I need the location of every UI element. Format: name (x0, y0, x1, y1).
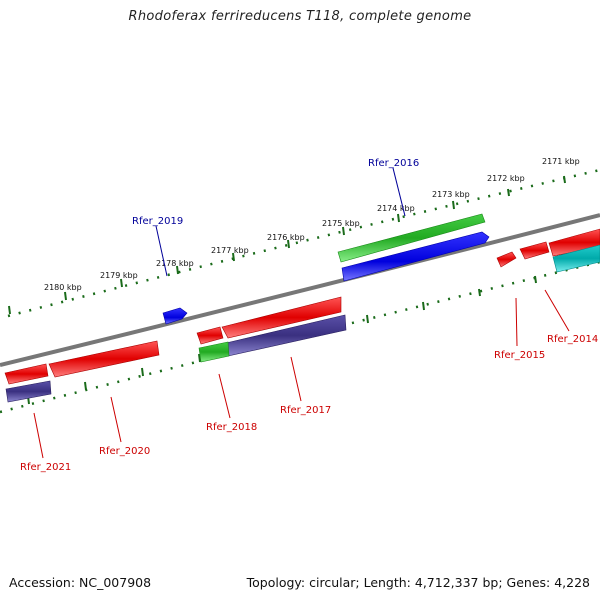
kbp-label: 2175 kbp (322, 219, 360, 228)
gene-label-rfer-2014[interactable]: Rfer_2014 (547, 334, 598, 345)
kbp-label: 2178 kbp (156, 259, 194, 268)
gene-rfer-2016-green[interactable] (337, 213, 486, 263)
kbp-label: 2180 kbp (44, 283, 82, 292)
gene-rfer-2016-blue[interactable] (341, 231, 490, 282)
gene-rfer-2018-green[interactable] (198, 341, 230, 363)
genome-title: Rhodoferax ferrireducens T118, complete … (128, 9, 472, 24)
gene-label-rfer-2015[interactable]: Rfer_2015 (494, 350, 545, 361)
gene-rfer-2021[interactable] (4, 363, 49, 385)
gene-label-rfer-2020[interactable]: Rfer_2020 (99, 446, 150, 457)
kbp-label: 2173 kbp (432, 190, 470, 199)
gene-rfer-2018[interactable] (196, 326, 224, 345)
gene-leader-lines (33, 167, 570, 459)
genome-backbone (0, 213, 600, 367)
gene-label-rfer-2016[interactable]: Rfer_2016 (368, 158, 419, 169)
kbp-label: 2172 kbp (487, 174, 525, 183)
kbp-label: 2176 kbp (267, 233, 305, 242)
accession-text: Accession: NC_007908 (9, 575, 152, 590)
kbp-label: 2177 kbp (211, 246, 249, 255)
top-ruler (7, 168, 600, 318)
kbp-label: 2174 kbp (377, 204, 415, 213)
genome-summary-text: Topology: circular; Length: 4,712,337 bp… (246, 575, 590, 590)
kbp-label: 2171 kbp (542, 157, 580, 166)
gene-label-rfer-2019[interactable]: Rfer_2019 (132, 216, 183, 227)
gene-label-rfer-2018[interactable]: Rfer_2018 (206, 422, 257, 433)
gene-rfer-2015-a[interactable] (519, 241, 550, 260)
gene-rfer-2021-purple[interactable] (5, 380, 52, 403)
gene-rfer-2015-b[interactable] (496, 251, 517, 268)
gene-rfer-2019[interactable] (162, 307, 188, 325)
gene-label-rfer-2021[interactable]: Rfer_2021 (20, 462, 71, 473)
gene-rfer-2014-cyan[interactable] (552, 244, 600, 273)
kbp-labels: 2171 kbp 2172 kbp 2173 kbp 2174 kbp 2175… (44, 157, 580, 292)
kbp-label: 2179 kbp (100, 271, 138, 280)
gene-rfer-2020[interactable] (48, 340, 160, 378)
gene-rfer-2017[interactable] (221, 296, 342, 339)
top-ruler-ticks (8, 175, 566, 315)
gene-label-rfer-2017[interactable]: Rfer_2017 (280, 405, 331, 416)
